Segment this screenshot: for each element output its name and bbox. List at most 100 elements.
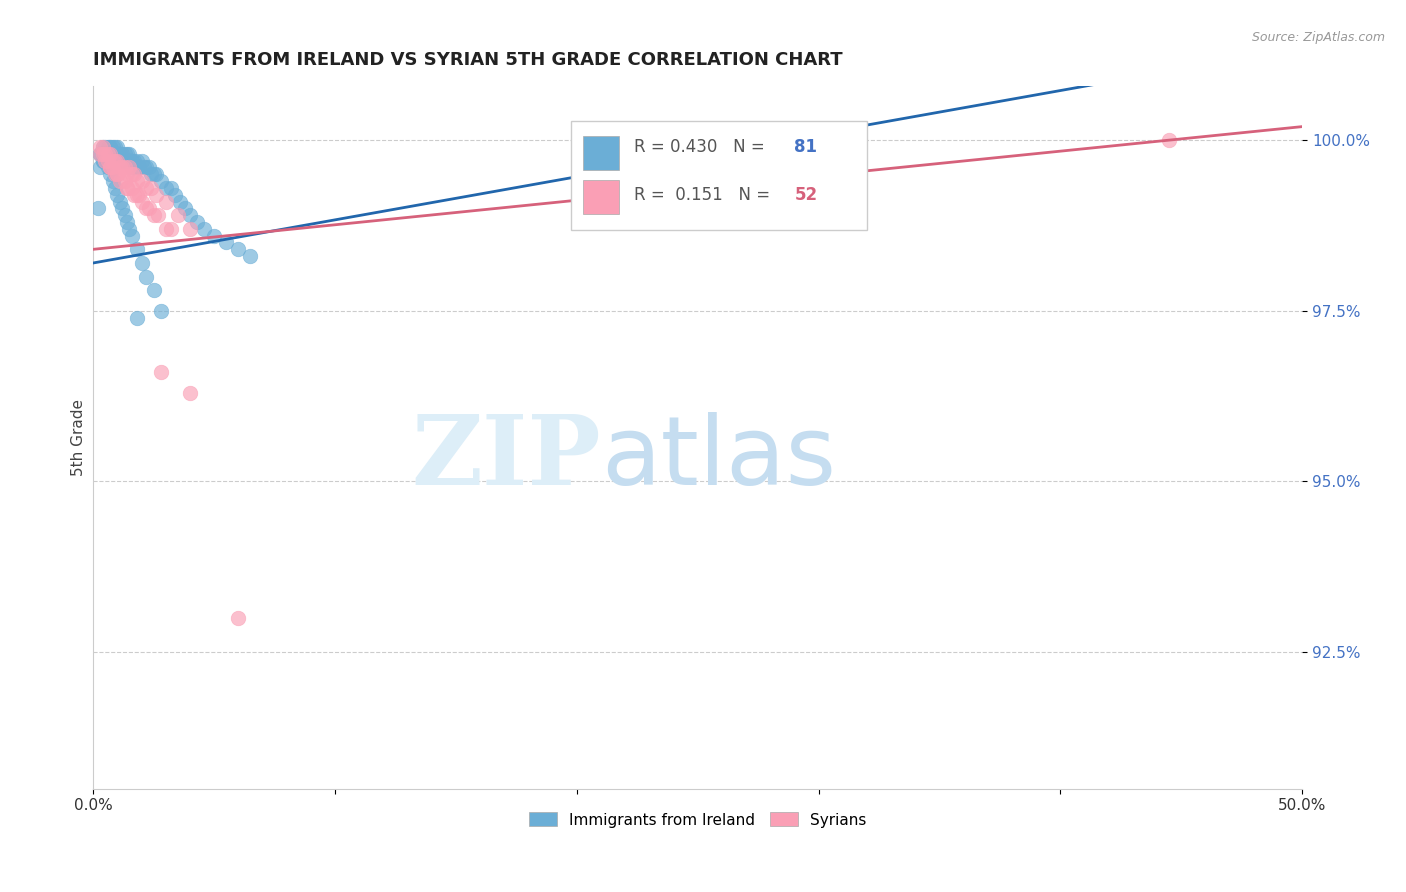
Point — [104, 153, 127, 168]
Point — [94, 146, 117, 161]
Point — [124, 167, 146, 181]
Point — [118, 146, 141, 161]
Point — [148, 208, 170, 222]
Point — [226, 611, 249, 625]
Point — [104, 140, 127, 154]
Point — [105, 153, 128, 168]
Point — [121, 161, 143, 175]
Text: Source: ZipAtlas.com: Source: ZipAtlas.com — [1251, 31, 1385, 45]
Point — [89, 140, 111, 154]
Point — [135, 269, 157, 284]
Point — [105, 146, 128, 161]
Point — [125, 187, 148, 202]
Point — [121, 153, 143, 168]
Point — [142, 167, 165, 181]
Point — [166, 208, 188, 222]
Point — [169, 194, 191, 209]
Point — [111, 153, 134, 168]
Point — [98, 161, 121, 175]
Point — [89, 146, 111, 161]
Point — [108, 174, 131, 188]
Point — [770, 133, 793, 147]
Point — [145, 187, 167, 202]
Point — [121, 228, 143, 243]
Point — [105, 167, 128, 181]
Text: 81: 81 — [794, 138, 817, 156]
Point — [114, 208, 136, 222]
Point — [111, 202, 134, 216]
Point — [239, 249, 262, 263]
Point — [125, 310, 148, 325]
Point — [115, 181, 138, 195]
Point — [193, 222, 215, 236]
Point — [159, 222, 181, 236]
FancyBboxPatch shape — [571, 120, 868, 229]
Point — [97, 153, 120, 168]
Point — [105, 187, 128, 202]
Text: 52: 52 — [794, 186, 817, 204]
Point — [1159, 133, 1181, 147]
Point — [121, 181, 143, 195]
Point — [115, 146, 138, 161]
Point — [94, 153, 117, 168]
Point — [101, 140, 124, 154]
Point — [138, 161, 160, 175]
Point — [97, 146, 120, 161]
Point — [124, 153, 146, 168]
Point — [149, 303, 172, 318]
Point — [104, 167, 127, 181]
Point — [89, 161, 111, 175]
Point — [142, 208, 165, 222]
Point — [98, 140, 121, 154]
Point — [149, 365, 172, 379]
Point — [104, 146, 127, 161]
Point — [94, 146, 117, 161]
Point — [104, 181, 127, 195]
Point — [124, 187, 146, 202]
Bar — [583, 180, 619, 214]
Point — [155, 222, 177, 236]
Point — [179, 385, 201, 400]
Point — [135, 161, 157, 175]
Point — [125, 161, 148, 175]
Point — [101, 153, 124, 168]
Point — [141, 167, 163, 181]
Legend: Immigrants from Ireland, Syrians: Immigrants from Ireland, Syrians — [523, 806, 872, 834]
Point — [186, 215, 208, 229]
Point — [115, 167, 138, 181]
Point — [108, 153, 131, 168]
Text: atlas: atlas — [600, 411, 837, 505]
Point — [101, 174, 124, 188]
Point — [179, 222, 201, 236]
Point — [215, 235, 238, 250]
Point — [98, 161, 121, 175]
Point — [89, 146, 111, 161]
Point — [149, 174, 172, 188]
Point — [135, 181, 157, 195]
Point — [94, 153, 117, 168]
Point — [125, 153, 148, 168]
Point — [105, 167, 128, 181]
Point — [202, 228, 225, 243]
Point — [132, 161, 155, 175]
Point — [131, 153, 153, 168]
Point — [141, 181, 163, 195]
Point — [91, 153, 114, 168]
Point — [105, 153, 128, 168]
Point — [128, 187, 150, 202]
Point — [155, 194, 177, 209]
Point — [98, 146, 121, 161]
Point — [91, 140, 114, 154]
Point — [105, 140, 128, 154]
Text: IMMIGRANTS FROM IRELAND VS SYRIAN 5TH GRADE CORRELATION CHART: IMMIGRANTS FROM IRELAND VS SYRIAN 5TH GR… — [93, 51, 842, 69]
Point — [114, 174, 136, 188]
Point — [89, 146, 111, 161]
Point — [94, 140, 117, 154]
Point — [115, 215, 138, 229]
Point — [159, 181, 181, 195]
Point — [91, 153, 114, 168]
Point — [131, 256, 153, 270]
Bar — [583, 136, 619, 169]
Point — [98, 167, 121, 181]
Point — [135, 202, 157, 216]
